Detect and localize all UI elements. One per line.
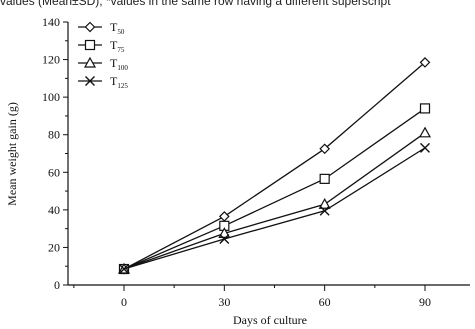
axes bbox=[67, 22, 470, 286]
data-point bbox=[318, 197, 331, 209]
y-tick-label: 120 bbox=[42, 53, 60, 67]
data-point bbox=[319, 143, 331, 155]
y-tick-label: 20 bbox=[48, 240, 60, 254]
y-tick-label: 140 bbox=[42, 15, 60, 29]
legend-label: T50 bbox=[110, 20, 125, 36]
series-line bbox=[123, 107, 426, 270]
y-tick-label: 100 bbox=[42, 90, 60, 104]
legend-marker bbox=[85, 76, 95, 86]
data-point bbox=[319, 205, 330, 216]
data-point bbox=[419, 103, 431, 114]
legend-label: T75 bbox=[110, 38, 125, 54]
legend: T50 T75 T100 T125 bbox=[78, 20, 128, 90]
legend-marker bbox=[83, 56, 97, 68]
data-point bbox=[420, 142, 430, 153]
y-tick-label: 60 bbox=[48, 165, 60, 179]
x-tick-label: 60 bbox=[319, 295, 331, 309]
y-tick-label: 0 bbox=[54, 278, 60, 292]
ticks: 0 20 40 60 80 100 120 140 0 30 60 90 bbox=[42, 15, 431, 309]
y-axis-title: Mean weight gain (g) bbox=[5, 102, 19, 206]
data-point bbox=[418, 126, 432, 138]
data-point bbox=[218, 211, 230, 222]
legend-label: T125 bbox=[110, 74, 128, 90]
legend-marker bbox=[84, 39, 96, 51]
data-point bbox=[419, 57, 431, 68]
data-point bbox=[119, 264, 129, 275]
data-point bbox=[319, 173, 330, 184]
series-line bbox=[123, 132, 426, 270]
y-tick-label: 40 bbox=[48, 203, 60, 217]
series-line bbox=[123, 147, 426, 270]
data-point bbox=[218, 227, 231, 238]
caption-fragment: values (Mean±SD); *values in the same ro… bbox=[0, 0, 391, 8]
y-tick-label: 80 bbox=[48, 128, 60, 142]
legend-label: T100 bbox=[110, 56, 128, 72]
x-tick-label: 90 bbox=[419, 295, 431, 309]
series-line bbox=[123, 61, 426, 270]
series-layer bbox=[117, 57, 432, 275]
data-point bbox=[219, 233, 230, 244]
x-axis-title: Days of culture bbox=[233, 313, 307, 327]
x-tick-label: 30 bbox=[218, 295, 230, 309]
x-tick-label: 0 bbox=[121, 295, 127, 309]
legend-marker bbox=[84, 21, 96, 33]
